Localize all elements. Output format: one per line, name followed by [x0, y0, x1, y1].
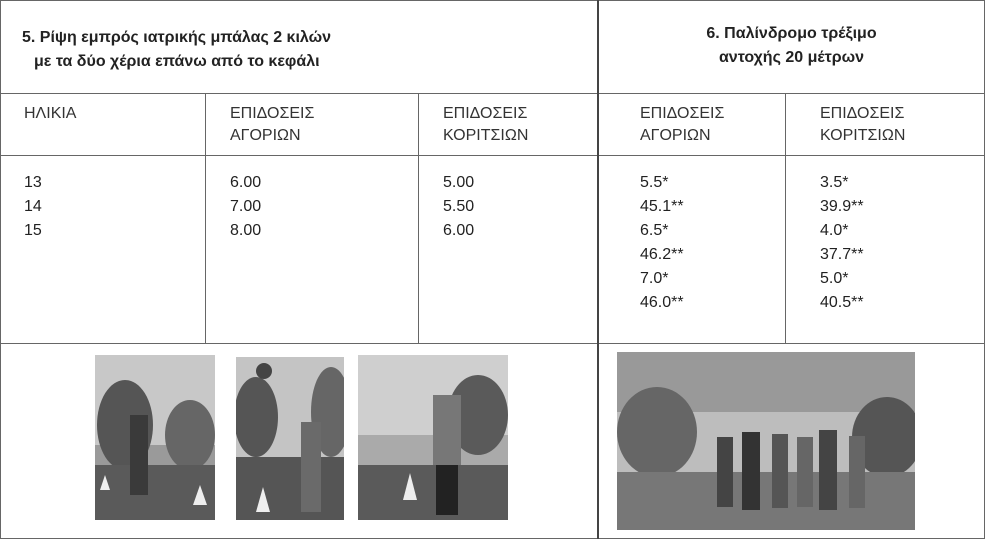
- cell-value: 46.0**: [640, 294, 684, 311]
- cell-value: 5.5*: [640, 174, 669, 191]
- row-line: [0, 343, 985, 344]
- border: [0, 0, 985, 1]
- header-line: ΚΟΡΙΤΣΙΩΝ: [443, 127, 529, 144]
- cell-value: 13: [24, 174, 42, 191]
- column-header: ΕΠΙΔΟΣΕΙΣ ΑΓΟΡΙΩΝ: [640, 103, 724, 147]
- cell-value: 3.5*: [820, 174, 849, 191]
- cell-value: 4.0*: [820, 222, 849, 239]
- cell-value: 46.2**: [640, 246, 684, 263]
- cell-value: 14: [24, 198, 42, 215]
- cell-value: 6.00: [230, 174, 262, 191]
- cell-value: 6.5*: [640, 222, 669, 239]
- column-header: ΕΠΙΔΟΣΕΙΣ ΚΟΡΙΤΣΙΩΝ: [820, 103, 905, 147]
- column-cell: 6.00 7.00 8.00: [230, 171, 261, 243]
- header-line: ΗΛΙΚΙΑ: [24, 105, 77, 122]
- section-title: 5. Ρίψη εμπρός ιατρικής μπάλας 2 κιλών μ…: [22, 26, 331, 74]
- column-header: ΗΛΙΚΙΑ: [24, 103, 76, 125]
- header-line: ΚΟΡΙΤΣΙΩΝ: [820, 127, 906, 144]
- photo: [95, 355, 215, 520]
- title-line: με τα δύο χέρια επάνω από το κεφάλι: [34, 53, 320, 70]
- photo: [617, 352, 915, 530]
- title-line: 5. Ρίψη εμπρός ιατρικής μπάλας 2 κιλών: [22, 29, 332, 46]
- column-cell: 5.00 5.50 6.00: [443, 171, 474, 243]
- cell-value: 40.5**: [820, 294, 864, 311]
- cell-value: 37.7**: [820, 246, 864, 263]
- cell-value: 39.9**: [820, 198, 864, 215]
- header-line: ΕΠΙΔΟΣΕΙΣ: [820, 105, 905, 122]
- cell-value: 5.0*: [820, 270, 849, 287]
- col-line: [418, 93, 419, 343]
- title-line: 6. Παλίνδρομο τρέξιμο: [706, 25, 877, 42]
- column-header: ΕΠΙΔΟΣΕΙΣ ΚΟΡΙΤΣΙΩΝ: [443, 103, 528, 147]
- cell-value: 7.00: [230, 198, 262, 215]
- photo: [358, 355, 508, 520]
- header-line: ΕΠΙΔΟΣΕΙΣ: [443, 105, 528, 122]
- header-line: ΕΠΙΔΟΣΕΙΣ: [230, 105, 315, 122]
- column-cell: 5.5* 45.1** 6.5* 46.2** 7.0* 46.0**: [640, 171, 684, 315]
- section-title: 6. Παλίνδρομο τρέξιμο αντοχής 20 μέτρων: [598, 22, 985, 70]
- border: [0, 0, 1, 539]
- cell-value: 45.1**: [640, 198, 684, 215]
- header-line: ΑΓΟΡΙΩΝ: [640, 127, 711, 144]
- photo: [236, 357, 344, 520]
- cell-value: 5.50: [443, 198, 475, 215]
- cell-value: 15: [24, 222, 42, 239]
- column-cell: 3.5* 39.9** 4.0* 37.7** 5.0* 40.5**: [820, 171, 864, 315]
- column-cell: 13 14 15: [24, 171, 42, 243]
- cell-value: 5.00: [443, 174, 475, 191]
- cell-value: 7.0*: [640, 270, 669, 287]
- col-line: [205, 93, 206, 343]
- row-line: [0, 93, 985, 94]
- cell-value: 6.00: [443, 222, 475, 239]
- col-line: [785, 93, 786, 343]
- title-line: αντοχής 20 μέτρων: [718, 49, 865, 66]
- section-divider: [597, 0, 599, 539]
- header-line: ΕΠΙΔΟΣΕΙΣ: [640, 105, 725, 122]
- header-line: ΑΓΟΡΙΩΝ: [230, 127, 301, 144]
- column-header: ΕΠΙΔΟΣΕΙΣ ΑΓΟΡΙΩΝ: [230, 103, 314, 147]
- cell-value: 8.00: [230, 222, 262, 239]
- row-line: [0, 155, 985, 156]
